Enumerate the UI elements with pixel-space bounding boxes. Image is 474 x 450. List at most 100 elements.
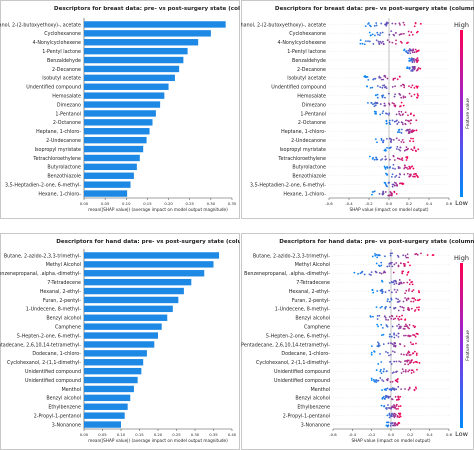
shap-point — [380, 261, 383, 264]
bar — [84, 278, 192, 286]
shap-point — [401, 368, 404, 371]
category-label: Undentified compound — [26, 85, 81, 91]
shap-point — [389, 415, 392, 417]
shap-point — [398, 413, 401, 416]
shap-point — [400, 388, 403, 391]
shap-point — [410, 95, 413, 98]
shap-point — [377, 40, 380, 43]
shap-point — [399, 262, 402, 265]
shap-point — [374, 138, 377, 141]
x-tick-label: 0.35 — [209, 432, 218, 437]
shap-point — [379, 370, 382, 373]
x-tick-label: -0.6 — [329, 432, 337, 437]
shap-point — [408, 59, 411, 62]
shap-point — [381, 86, 384, 89]
shap-point — [376, 141, 378, 144]
shap-point — [407, 359, 410, 362]
shap-point — [410, 307, 413, 310]
shap-point — [394, 85, 396, 88]
category-label: Furan, 2-pentyl- — [292, 298, 330, 304]
breast-bar-chart: Descriptors for breast data: pre- vs pos… — [0, 0, 240, 219]
bar — [84, 421, 121, 428]
shap-point — [407, 52, 410, 55]
shap-point — [381, 193, 384, 195]
shap-point — [389, 190, 392, 193]
shap-point — [419, 22, 422, 25]
shap-point — [407, 363, 410, 366]
shap-point — [381, 158, 384, 160]
shap-point — [398, 148, 400, 151]
shap-point — [391, 22, 394, 25]
shap-point — [388, 300, 391, 303]
shap-point — [380, 305, 383, 308]
shap-point — [386, 265, 389, 268]
shap-point — [398, 158, 401, 160]
shap-point — [372, 43, 375, 45]
shap-point — [384, 96, 386, 99]
shap-point — [391, 424, 394, 427]
x-axis-label: mean(|SHAP value|) (average impact on mo… — [88, 438, 228, 443]
shap-point — [412, 140, 415, 143]
category-label: Butyrolactone — [292, 165, 326, 171]
shap-point — [410, 166, 412, 168]
shap-point — [398, 315, 401, 318]
colorbar — [460, 30, 463, 197]
shap-point — [370, 271, 373, 274]
shap-point — [415, 354, 418, 356]
category-label: 7-Tetradecene — [47, 280, 81, 286]
shap-point — [381, 31, 384, 34]
shap-point — [416, 93, 419, 95]
shap-point — [390, 175, 393, 178]
x-tick-label: 0.6 — [446, 201, 453, 206]
shap-point — [399, 40, 402, 43]
shap-point — [380, 42, 383, 44]
category-label: Tetrachloroethylene — [277, 156, 326, 162]
shap-point — [371, 86, 374, 89]
shap-point — [399, 94, 402, 96]
category-label: Pentadecane, 2,6,10,14-tetramethyl- — [241, 342, 330, 348]
shap-point — [418, 306, 420, 309]
shap-point — [379, 377, 382, 379]
category-label: Pentadecane, 2,6,10,14-tetramethyl- — [0, 342, 81, 348]
shap-point — [379, 103, 382, 105]
shap-point — [413, 86, 416, 89]
panel-hand-beeswarm: Descriptors for hand data: pre- vs post-… — [241, 233, 474, 450]
category-label: Ethanol, 2-(2-butoxyethoxy)-, acetate — [0, 22, 81, 28]
category-label: Butane, 2-azido-2,3,3-trimethyl- — [253, 253, 330, 259]
category-label: 1-Undecene, 8-methyl- — [26, 307, 81, 313]
bar — [84, 376, 138, 384]
shap-point — [411, 70, 414, 72]
bar — [84, 47, 188, 55]
shap-point — [373, 105, 376, 108]
category-label: Hemosalate — [52, 93, 81, 99]
shap-point — [397, 335, 400, 338]
shap-point — [387, 92, 390, 95]
shap-point — [394, 22, 397, 25]
shap-point — [411, 49, 414, 52]
shap-point — [376, 323, 379, 326]
shap-point — [363, 43, 366, 46]
shap-point — [383, 165, 386, 168]
shap-point — [385, 137, 388, 140]
shap-point — [405, 299, 408, 302]
shap-point — [393, 288, 396, 291]
shap-point — [398, 139, 400, 142]
shap-point — [387, 424, 390, 427]
shap-point — [389, 333, 391, 336]
x-tick-label: 0.10 — [122, 201, 131, 206]
shap-point — [401, 271, 404, 274]
x-tick-label: 0.6 — [446, 432, 453, 437]
shap-point — [398, 416, 401, 419]
category-label: 1-Pentanol — [55, 111, 81, 117]
shap-point — [368, 273, 371, 276]
shap-point — [410, 148, 413, 151]
shap-point — [371, 288, 374, 291]
shap-point — [394, 77, 397, 80]
shap-point — [390, 314, 393, 317]
shap-point — [384, 255, 386, 258]
shap-point — [387, 404, 389, 406]
shap-point — [370, 377, 373, 380]
shap-point — [379, 368, 382, 371]
shap-point — [397, 283, 400, 286]
shap-point — [391, 252, 393, 255]
